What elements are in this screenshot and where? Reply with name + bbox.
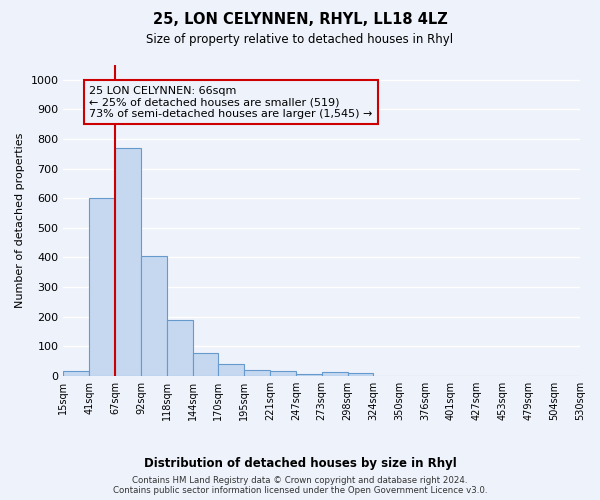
Text: Size of property relative to detached houses in Rhyl: Size of property relative to detached ho…: [146, 32, 454, 46]
Bar: [322, 372, 347, 376]
Bar: [193, 352, 218, 376]
Bar: [167, 320, 193, 376]
Y-axis label: Number of detached properties: Number of detached properties: [15, 132, 25, 308]
Text: Distribution of detached houses by size in Rhyl: Distribution of detached houses by size …: [143, 458, 457, 470]
Text: Contains HM Land Registry data © Crown copyright and database right 2024.
Contai: Contains HM Land Registry data © Crown c…: [113, 476, 487, 495]
Bar: [218, 364, 244, 376]
Bar: [141, 256, 167, 376]
Bar: [347, 374, 373, 376]
Bar: [244, 370, 270, 376]
Bar: [64, 372, 89, 376]
Bar: [89, 198, 115, 376]
Bar: [270, 372, 296, 376]
Bar: [296, 374, 322, 376]
Text: 25, LON CELYNNEN, RHYL, LL18 4LZ: 25, LON CELYNNEN, RHYL, LL18 4LZ: [152, 12, 448, 28]
Bar: [115, 148, 141, 376]
Text: 25 LON CELYNNEN: 66sqm
← 25% of detached houses are smaller (519)
73% of semi-de: 25 LON CELYNNEN: 66sqm ← 25% of detached…: [89, 86, 373, 119]
